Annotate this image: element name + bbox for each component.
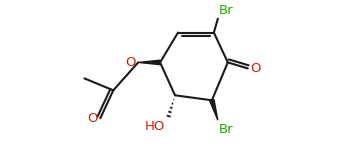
Text: Br: Br: [219, 123, 233, 136]
Polygon shape: [210, 100, 218, 120]
Text: Br: Br: [219, 4, 233, 17]
Text: O: O: [126, 56, 136, 69]
Text: O: O: [87, 112, 97, 125]
Text: HO: HO: [145, 120, 165, 133]
Text: O: O: [251, 62, 261, 75]
Polygon shape: [138, 60, 160, 65]
